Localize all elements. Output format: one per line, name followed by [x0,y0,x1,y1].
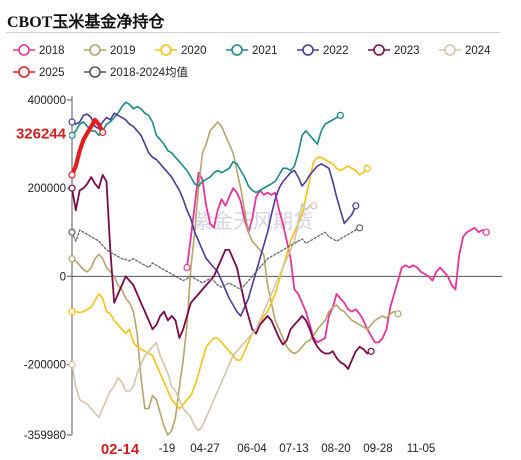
legend-item-2019[interactable]: 2019 [84,44,136,57]
legend-swatch-marker [89,66,101,78]
series-start-marker [68,171,76,179]
legend-swatch-marker [18,44,30,56]
series-2018-2024均值 [68,224,364,291]
series-start-marker [183,263,191,272]
current-date-label: 02-14 [101,441,140,458]
legend-label: 2025 [39,67,65,79]
series-start-marker [68,184,76,192]
series-end-marker [352,202,360,210]
series-end-marker [356,224,364,232]
series-2018 [183,171,490,344]
legend-item-2024[interactable]: 2024 [439,44,491,57]
highlight-labels: 326244 02-14 [3,123,140,458]
legend-item-2022[interactable]: 2022 [297,44,349,57]
series-line [71,121,399,436]
x-tick-label: -19 [159,443,176,455]
legend-swatch-marker [444,44,456,56]
chart-title: CBOT玉米基金净持仓 [7,14,165,31]
current-value-bg [3,123,69,142]
y-tick-label: 0 [60,271,66,283]
legend-swatch-marker [160,44,172,56]
legend-label: 2019 [110,45,136,57]
series-line [71,202,315,432]
legend-label: 2022 [323,45,349,57]
legend-item-2018[interactable]: 2018 [13,44,65,57]
series-end-marker [310,202,318,210]
y-tick-label: -200000 [24,359,66,371]
series-start-marker [68,131,76,139]
axes: 400000 200000 0 -200000 -359980 -19 04-27 06-04… [24,95,502,455]
legend-item-2023[interactable]: 2023 [368,44,420,57]
x-tick-label: 07-13 [279,443,308,455]
series-start-marker [68,118,76,126]
title-divider [6,32,500,33]
series-line [69,117,105,177]
legend-label: 2018 [39,45,65,57]
x-tick-label: 08-20 [321,443,350,455]
legend-label: 2024 [465,45,491,57]
series-line [71,174,372,370]
legend-label: 2020 [181,45,207,57]
legend-item-2020[interactable]: 2020 [155,44,207,57]
legend-label: 2018-2024均值 [110,66,188,79]
series-2020 [68,156,371,410]
series-line [71,112,357,317]
legend-swatch-marker [373,44,385,56]
series-2025 [68,117,107,179]
legend-item-2025[interactable]: 2025 [13,66,65,79]
series-end-marker [394,310,402,318]
series-start-marker [68,308,76,316]
series-end-marker [482,228,490,236]
series-2023 [68,174,375,370]
legend-label: 2021 [252,45,278,57]
x-tick-label: 06-04 [237,443,267,455]
y-tick-label: 400000 [28,95,66,107]
legend: 2018 2019 2020 2021 2022 2023 2024 2025 2018-202… [13,44,491,79]
legend-swatch-marker [231,44,243,56]
legend-item-2018-2024均值[interactable]: 2018-2024均值 [84,66,188,79]
series-2021 [68,101,344,194]
x-tick-label: 04-27 [190,443,219,455]
x-tick-label: 09-28 [363,443,392,455]
series-start-marker [68,255,76,263]
series-2024 [68,202,318,432]
legend-swatch-marker [302,44,314,56]
series-end-marker [336,111,344,120]
x-tick-label: 11-05 [407,443,436,455]
legend-swatch-marker [18,66,30,78]
series-2019 [68,121,402,436]
series-line [71,156,369,410]
legend-item-2021[interactable]: 2021 [226,44,278,57]
series-end-marker [99,128,107,137]
series-end-marker [367,347,375,355]
series-lines [68,101,490,436]
series-start-marker [68,228,76,236]
y-tick-label: -359980 [24,430,66,442]
y-tick-label: 200000 [28,183,66,195]
series-end-marker [363,164,371,172]
series-line [71,227,361,291]
legend-label: 2023 [394,45,420,57]
series-line [186,171,488,344]
series-start-marker [68,360,76,369]
current-value-label: 326244 [16,126,67,143]
legend-swatch-marker [89,44,101,56]
series-2022 [68,112,360,317]
